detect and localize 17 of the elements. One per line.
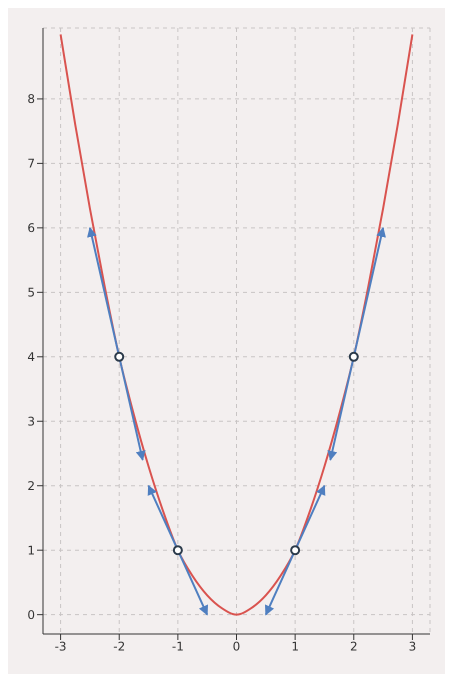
x-tick-label: -2 (113, 640, 126, 654)
x-tick-label: -1 (172, 640, 184, 654)
y-tick-label: 2 (27, 478, 35, 493)
y-tick-label: 3 (27, 414, 35, 429)
x-tick-label: 1 (291, 640, 299, 654)
x-tick-label: 3 (408, 640, 416, 654)
y-tick-label: 7 (27, 156, 35, 171)
y-tick-label: 5 (27, 286, 35, 300)
y-tick-label: 1 (27, 543, 35, 558)
y-tick-label: 8 (27, 92, 35, 106)
y-tick-label: 0 (27, 608, 35, 622)
x-tick-label: -3 (54, 640, 67, 654)
y-tick-label: 6 (27, 221, 35, 236)
x-tick-label: 2 (350, 640, 358, 654)
y-tick-label: 4 (27, 350, 35, 364)
x-tick-label: 0 (232, 640, 240, 654)
line-series (60, 33, 414, 616)
